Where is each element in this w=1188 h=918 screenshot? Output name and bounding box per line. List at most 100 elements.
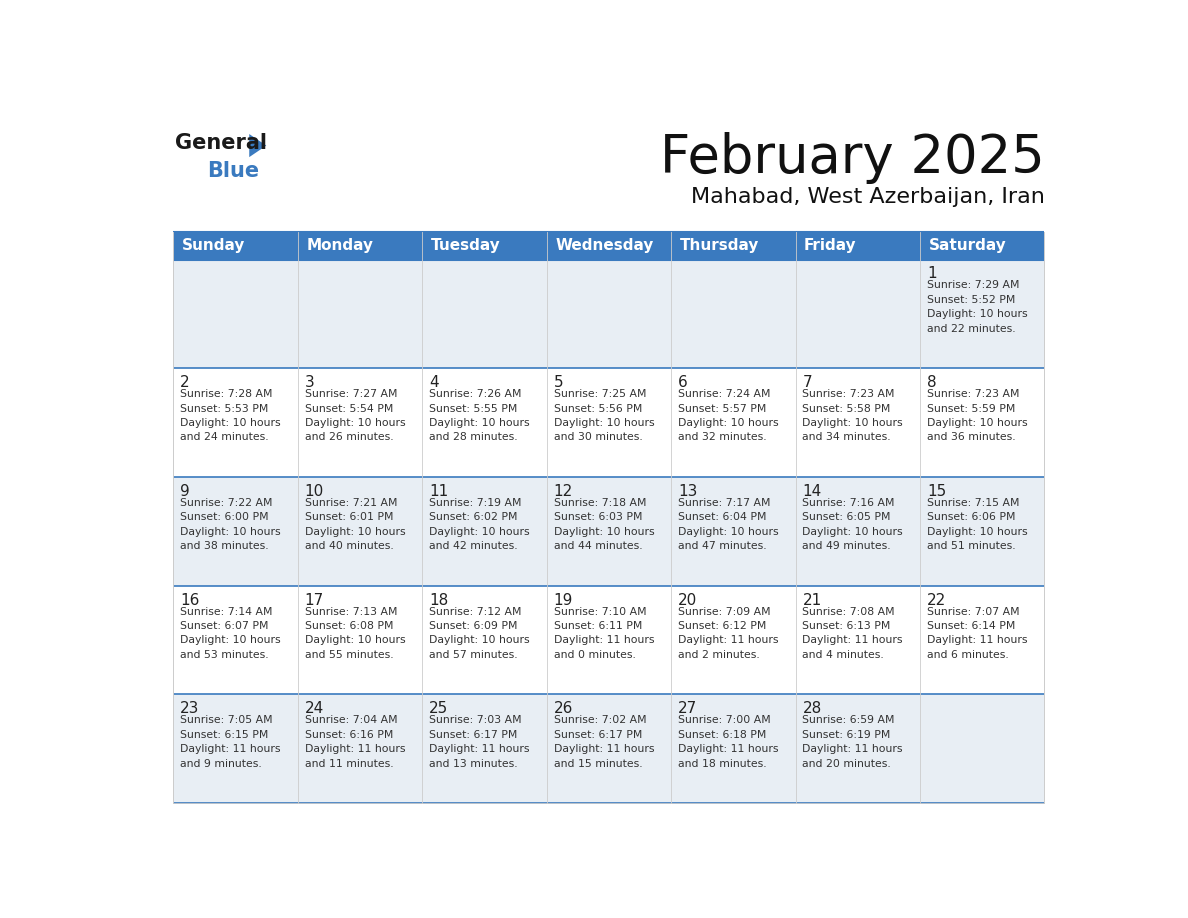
Text: 19: 19 xyxy=(554,593,573,608)
Bar xyxy=(546,232,671,260)
Text: Daylight: 10 hours: Daylight: 10 hours xyxy=(678,527,778,537)
Bar xyxy=(546,586,671,694)
Text: Sunset: 6:11 PM: Sunset: 6:11 PM xyxy=(554,621,642,631)
Text: Daylight: 10 hours: Daylight: 10 hours xyxy=(429,635,530,645)
Text: 11: 11 xyxy=(429,484,448,498)
Text: and 40 minutes.: and 40 minutes. xyxy=(304,542,393,551)
Text: Daylight: 10 hours: Daylight: 10 hours xyxy=(304,418,405,428)
Text: Sunset: 5:58 PM: Sunset: 5:58 PM xyxy=(802,404,891,413)
Text: Saturday: Saturday xyxy=(929,238,1006,253)
Text: Sunrise: 7:22 AM: Sunrise: 7:22 AM xyxy=(181,498,273,508)
Text: Daylight: 11 hours: Daylight: 11 hours xyxy=(802,635,903,645)
Bar xyxy=(671,694,796,803)
Bar xyxy=(298,694,422,803)
Text: Sunrise: 7:18 AM: Sunrise: 7:18 AM xyxy=(554,498,646,508)
Text: General: General xyxy=(175,133,267,153)
Text: Daylight: 11 hours: Daylight: 11 hours xyxy=(554,635,655,645)
Text: 4: 4 xyxy=(429,375,438,390)
Text: Daylight: 11 hours: Daylight: 11 hours xyxy=(927,635,1028,645)
Bar xyxy=(796,477,920,586)
Text: Daylight: 10 hours: Daylight: 10 hours xyxy=(181,527,280,537)
Text: Wednesday: Wednesday xyxy=(555,238,653,253)
Text: Sunrise: 7:15 AM: Sunrise: 7:15 AM xyxy=(927,498,1019,508)
Text: 24: 24 xyxy=(304,701,324,716)
Bar xyxy=(173,368,298,477)
Bar xyxy=(671,260,796,368)
Text: Thursday: Thursday xyxy=(680,238,759,253)
Text: and 44 minutes.: and 44 minutes. xyxy=(554,542,643,551)
Bar xyxy=(920,368,1044,477)
Text: 25: 25 xyxy=(429,701,448,716)
Text: Tuesday: Tuesday xyxy=(431,238,500,253)
Text: Daylight: 10 hours: Daylight: 10 hours xyxy=(927,309,1028,319)
Bar xyxy=(173,477,298,586)
Text: 22: 22 xyxy=(927,593,946,608)
Bar xyxy=(796,586,920,694)
Bar xyxy=(671,477,796,586)
Text: and 53 minutes.: and 53 minutes. xyxy=(181,650,268,660)
Text: and 34 minutes.: and 34 minutes. xyxy=(802,432,891,442)
Text: 7: 7 xyxy=(802,375,813,390)
Text: Sunrise: 7:16 AM: Sunrise: 7:16 AM xyxy=(802,498,895,508)
Text: Sunset: 6:00 PM: Sunset: 6:00 PM xyxy=(181,512,268,522)
Text: Sunrise: 7:13 AM: Sunrise: 7:13 AM xyxy=(304,607,397,617)
Text: Sunrise: 7:26 AM: Sunrise: 7:26 AM xyxy=(429,389,522,399)
Text: Daylight: 10 hours: Daylight: 10 hours xyxy=(678,418,778,428)
Text: and 55 minutes.: and 55 minutes. xyxy=(304,650,393,660)
Text: Sunset: 6:18 PM: Sunset: 6:18 PM xyxy=(678,730,766,740)
Text: Daylight: 10 hours: Daylight: 10 hours xyxy=(802,527,903,537)
Text: Sunset: 6:14 PM: Sunset: 6:14 PM xyxy=(927,621,1016,631)
Bar xyxy=(796,232,920,260)
Text: Sunrise: 7:12 AM: Sunrise: 7:12 AM xyxy=(429,607,522,617)
Bar xyxy=(422,694,546,803)
Text: and 57 minutes.: and 57 minutes. xyxy=(429,650,518,660)
Bar xyxy=(298,477,422,586)
Text: Sunrise: 7:23 AM: Sunrise: 7:23 AM xyxy=(927,389,1019,399)
Text: 8: 8 xyxy=(927,375,936,390)
Bar xyxy=(671,368,796,477)
Bar xyxy=(546,694,671,803)
Text: Sunrise: 6:59 AM: Sunrise: 6:59 AM xyxy=(802,715,895,725)
Text: 3: 3 xyxy=(304,375,315,390)
Bar xyxy=(422,260,546,368)
Text: Sunset: 6:06 PM: Sunset: 6:06 PM xyxy=(927,512,1016,522)
Bar xyxy=(671,586,796,694)
Bar xyxy=(920,260,1044,368)
Text: and 13 minutes.: and 13 minutes. xyxy=(429,758,518,768)
Bar xyxy=(546,260,671,368)
Text: Daylight: 11 hours: Daylight: 11 hours xyxy=(181,744,280,755)
Text: 9: 9 xyxy=(181,484,190,498)
Text: Sunset: 6:04 PM: Sunset: 6:04 PM xyxy=(678,512,766,522)
Text: Daylight: 10 hours: Daylight: 10 hours xyxy=(927,418,1028,428)
Text: 16: 16 xyxy=(181,593,200,608)
Text: Daylight: 10 hours: Daylight: 10 hours xyxy=(304,527,405,537)
Text: and 28 minutes.: and 28 minutes. xyxy=(429,432,518,442)
Text: Daylight: 11 hours: Daylight: 11 hours xyxy=(678,635,778,645)
Text: and 2 minutes.: and 2 minutes. xyxy=(678,650,760,660)
Text: and 51 minutes.: and 51 minutes. xyxy=(927,542,1016,551)
Text: Sunrise: 7:05 AM: Sunrise: 7:05 AM xyxy=(181,715,273,725)
Text: Blue: Blue xyxy=(208,161,259,181)
Text: Sunset: 6:17 PM: Sunset: 6:17 PM xyxy=(429,730,518,740)
Text: Sunrise: 7:19 AM: Sunrise: 7:19 AM xyxy=(429,498,522,508)
Text: Daylight: 10 hours: Daylight: 10 hours xyxy=(429,418,530,428)
Text: Daylight: 11 hours: Daylight: 11 hours xyxy=(429,744,530,755)
Text: Sunset: 5:55 PM: Sunset: 5:55 PM xyxy=(429,404,518,413)
Bar xyxy=(422,368,546,477)
Bar xyxy=(422,586,546,694)
Text: Sunrise: 7:24 AM: Sunrise: 7:24 AM xyxy=(678,389,771,399)
Bar xyxy=(298,368,422,477)
Bar xyxy=(671,232,796,260)
Text: Daylight: 10 hours: Daylight: 10 hours xyxy=(927,527,1028,537)
Text: 18: 18 xyxy=(429,593,448,608)
Bar xyxy=(173,232,298,260)
Text: Friday: Friday xyxy=(804,238,857,253)
Text: Sunrise: 7:28 AM: Sunrise: 7:28 AM xyxy=(181,389,273,399)
Bar xyxy=(173,586,298,694)
Text: Daylight: 11 hours: Daylight: 11 hours xyxy=(304,744,405,755)
Text: and 24 minutes.: and 24 minutes. xyxy=(181,432,268,442)
Text: and 38 minutes.: and 38 minutes. xyxy=(181,542,268,551)
Text: 23: 23 xyxy=(181,701,200,716)
Text: Sunset: 5:57 PM: Sunset: 5:57 PM xyxy=(678,404,766,413)
Text: 6: 6 xyxy=(678,375,688,390)
